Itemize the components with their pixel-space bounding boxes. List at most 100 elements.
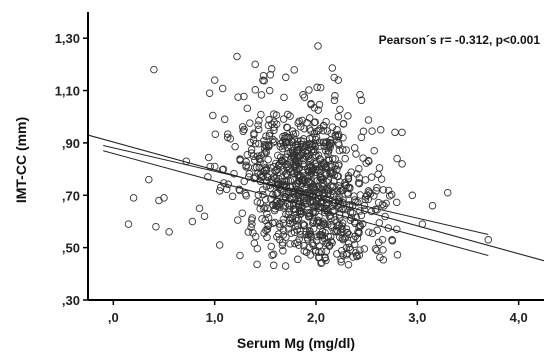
data-point <box>356 221 364 229</box>
data-point <box>312 246 320 254</box>
data-point <box>235 185 243 194</box>
data-point <box>269 250 278 259</box>
data-point <box>384 224 393 232</box>
data-point <box>367 207 376 216</box>
data-point <box>334 182 343 190</box>
data-point <box>306 178 314 187</box>
data-point <box>302 141 311 150</box>
data-point <box>231 142 239 151</box>
data-point <box>290 66 298 74</box>
confidence-line-upper <box>103 145 489 236</box>
data-point <box>282 73 290 82</box>
data-point <box>220 115 229 124</box>
data-point <box>245 173 253 181</box>
data-point <box>271 199 280 207</box>
data-point <box>379 246 387 254</box>
data-point <box>378 200 387 209</box>
data-point <box>393 154 401 163</box>
data-point <box>368 127 376 135</box>
data-point <box>330 96 339 105</box>
data-point <box>375 238 383 247</box>
data-point <box>244 163 253 171</box>
data-point <box>334 161 343 170</box>
data-point <box>333 165 341 174</box>
data-point <box>316 155 325 164</box>
data-point <box>336 178 344 186</box>
data-point <box>307 179 316 188</box>
data-point <box>218 84 227 93</box>
data-point <box>375 164 384 172</box>
data-point <box>289 169 298 177</box>
data-point <box>261 141 270 150</box>
data-point <box>262 142 271 151</box>
data-point <box>364 116 373 124</box>
data-point <box>308 133 316 142</box>
data-point <box>260 160 268 168</box>
data-point <box>289 130 298 138</box>
data-point <box>289 204 298 213</box>
data-point <box>322 117 330 126</box>
data-point <box>257 91 266 99</box>
data-point <box>302 228 310 236</box>
data-point <box>335 146 344 155</box>
data-point <box>290 228 299 237</box>
data-point <box>315 100 324 109</box>
data-point <box>354 179 363 187</box>
data-point <box>236 251 244 260</box>
data-point <box>335 141 343 149</box>
data-point <box>275 235 284 244</box>
data-point <box>257 110 265 119</box>
data-point <box>326 169 334 178</box>
data-point <box>344 260 353 269</box>
data-point <box>278 138 287 147</box>
data-point <box>316 83 325 92</box>
data-point <box>313 83 321 92</box>
data-point <box>279 115 288 123</box>
data-point <box>312 151 320 160</box>
data-point <box>357 96 366 105</box>
data-point <box>371 245 380 253</box>
data-point <box>348 209 357 217</box>
y-tick-label: ,70 <box>62 188 80 203</box>
data-point <box>331 92 339 100</box>
data-point <box>328 64 337 72</box>
data-point <box>316 169 324 177</box>
data-point <box>287 229 296 237</box>
data-point <box>368 229 377 238</box>
data-point <box>252 163 261 172</box>
data-point <box>263 225 272 234</box>
data-point <box>289 201 298 209</box>
data-point <box>253 260 261 269</box>
data-point <box>260 76 268 85</box>
data-point <box>313 162 321 171</box>
data-point <box>298 143 307 151</box>
data-point <box>314 106 322 114</box>
y-tick-label: ,90 <box>62 136 80 151</box>
data-point <box>188 217 197 226</box>
data-point <box>311 118 319 126</box>
data-point <box>331 216 339 224</box>
data-point <box>271 218 279 227</box>
data-point <box>280 93 288 102</box>
data-point <box>269 261 278 270</box>
data-point <box>339 119 348 128</box>
data-point <box>341 154 349 163</box>
data-point <box>279 180 287 189</box>
data-point <box>253 244 262 253</box>
data-point <box>210 76 219 84</box>
data-point <box>303 147 312 155</box>
data-point <box>320 188 329 197</box>
data-point <box>388 236 396 244</box>
data-point <box>289 218 297 227</box>
data-point <box>376 126 385 134</box>
data-point <box>306 211 314 219</box>
data-point <box>353 170 361 178</box>
data-point <box>386 192 394 200</box>
data-point <box>364 187 373 195</box>
data-point <box>329 187 337 195</box>
data-point <box>279 168 288 176</box>
data-point <box>256 205 264 213</box>
data-point <box>261 195 270 204</box>
data-point <box>318 258 326 267</box>
data-point <box>276 203 284 211</box>
